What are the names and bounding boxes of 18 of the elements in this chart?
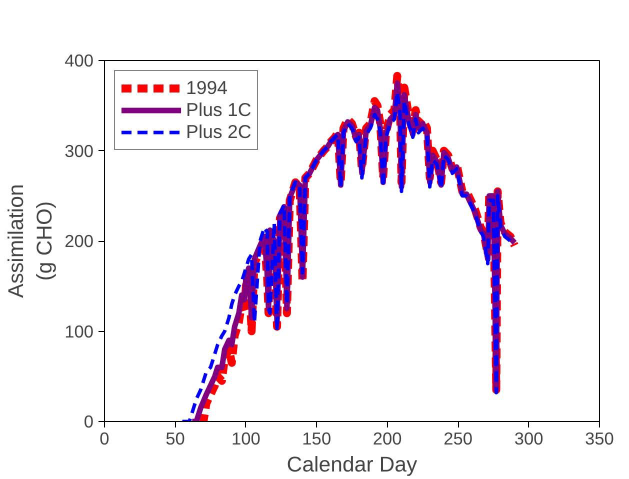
x-tick-label: 200 (372, 428, 402, 448)
y-tick-label: 0 (84, 412, 94, 432)
x-axis-title: Calendar Day (286, 452, 418, 476)
x-tick-label: 300 (514, 428, 544, 448)
legend-label: Plus 1C (186, 99, 252, 121)
x-tick-label: 50 (166, 428, 185, 448)
x-tick-label: 0 (100, 428, 110, 448)
legend-label: Plus 2C (186, 121, 252, 143)
x-tick-label: 150 (302, 428, 332, 448)
y-tick-label: 200 (64, 231, 94, 251)
x-tick-label: 100 (231, 428, 260, 448)
y-tick-label: 400 (64, 50, 94, 70)
x-tick-label: 350 (585, 428, 614, 448)
y-tick-label: 300 (64, 140, 94, 161)
y-axis-title: Assimilation (g CHO) (4, 184, 57, 298)
y-tick-label: 100 (64, 321, 94, 342)
legend-label: 1994 (186, 77, 228, 99)
x-tick-label: 250 (444, 428, 473, 448)
